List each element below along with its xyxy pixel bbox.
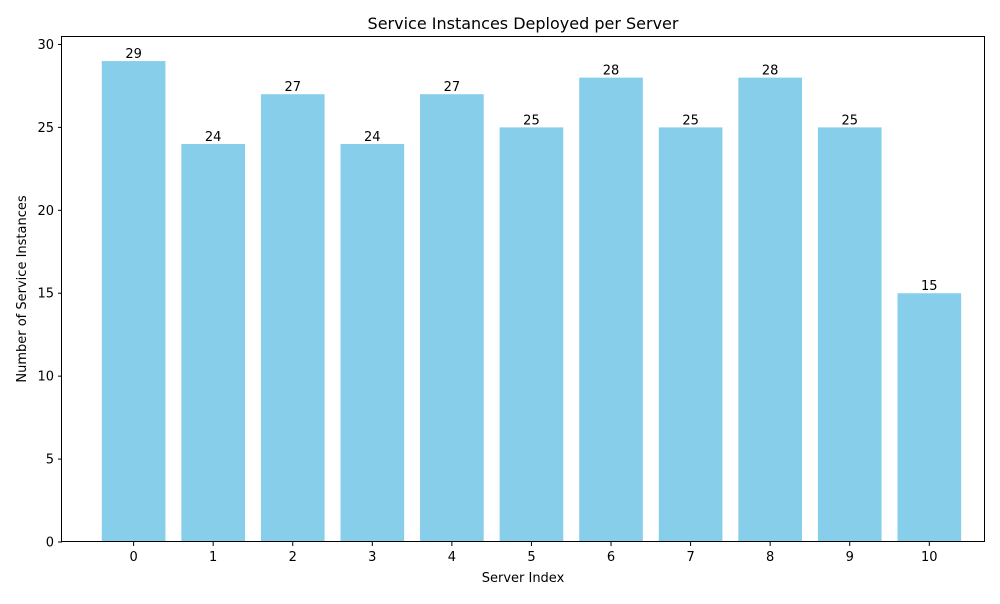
x-tick-label: 2: [289, 550, 297, 565]
data-labels-layer: 29 24 27 24 27 25 28 25 28 25 15: [125, 47, 937, 294]
bar-server-4: [420, 94, 484, 543]
data-label-server-7: 25: [682, 113, 699, 128]
x-tick-label: 0: [129, 550, 137, 565]
y-tick-label: 20: [37, 204, 54, 219]
bar-server-5: [499, 127, 564, 543]
x-tick-label: 9: [846, 550, 854, 565]
x-axis-label: Server Index: [482, 571, 565, 586]
bar-server-3: [340, 143, 405, 542]
y-tick-label: 5: [46, 453, 54, 468]
data-label-server-3: 24: [364, 130, 381, 145]
bar-server-1: [181, 143, 246, 542]
data-label-server-6: 28: [603, 64, 620, 79]
data-label-server-10: 15: [921, 279, 938, 294]
y-tick-label: 10: [37, 370, 54, 385]
y-tick-label: 25: [37, 121, 54, 136]
bar-server-2: [260, 94, 325, 543]
data-label-server-4: 27: [444, 80, 461, 95]
data-label-server-1: 24: [205, 130, 222, 145]
data-label-server-8: 28: [762, 64, 779, 79]
y-tick-label: 0: [46, 536, 54, 551]
x-tick-label: 10: [921, 550, 938, 565]
x-tick-label: 4: [448, 550, 456, 565]
x-tick-label: 7: [686, 550, 694, 565]
y-axis-label: Number of Service Instances: [15, 195, 30, 382]
x-tick-label: 3: [368, 550, 376, 565]
bar-server-8: [738, 77, 802, 542]
y-axis-ticks: 0 5 10 15 20 25 30: [37, 38, 62, 551]
x-tick-label: 5: [527, 550, 535, 565]
x-tick-label: 1: [209, 550, 217, 565]
bar-server-0: [101, 61, 166, 543]
bar-server-6: [579, 77, 643, 542]
data-label-server-9: 25: [841, 113, 858, 128]
bar-server-7: [658, 127, 723, 543]
bar-server-9: [817, 127, 882, 543]
plot-frame: [61, 36, 985, 542]
data-label-server-0: 29: [125, 47, 142, 62]
y-tick-label: 30: [37, 38, 54, 53]
bar-server-10: [897, 293, 962, 542]
x-tick-label: 8: [766, 550, 774, 565]
y-tick-label: 15: [37, 287, 54, 302]
x-axis-ticks: 0 1 2 3 4 5 6 7 8 9 10: [129, 542, 938, 565]
bars-layer: [101, 61, 962, 543]
x-tick-label: 6: [607, 550, 615, 565]
data-label-server-2: 27: [284, 80, 301, 95]
data-label-server-5: 25: [523, 113, 540, 128]
chart-title: Service Instances Deployed per Server: [368, 14, 679, 33]
